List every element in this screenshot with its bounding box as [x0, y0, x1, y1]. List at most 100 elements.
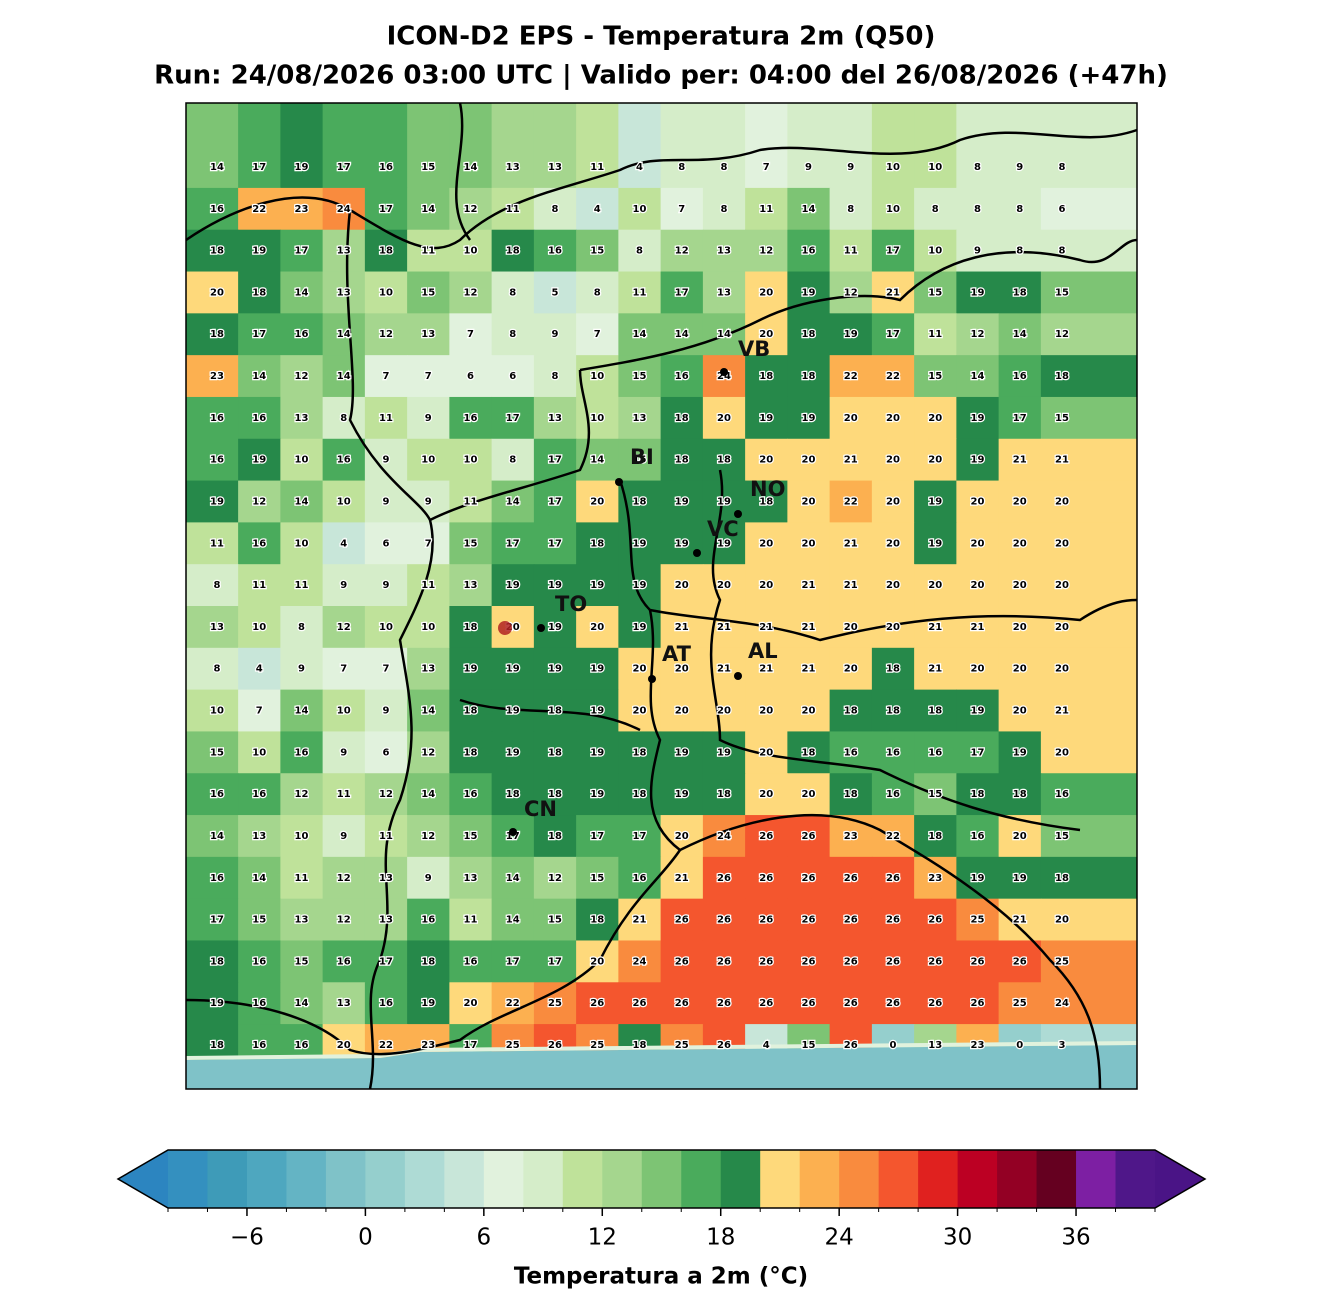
temperature-cell	[186, 940, 239, 983]
temperature-label: 8	[594, 287, 601, 298]
temperature-label: 4	[763, 1040, 770, 1051]
temperature-label: 20	[886, 496, 900, 507]
temperature-cell	[998, 271, 1042, 314]
temperature-cell	[491, 731, 535, 774]
temperature-cell	[787, 898, 831, 941]
temperature-label: 6	[383, 538, 390, 549]
temperature-cell	[618, 522, 662, 565]
temperature-label: 16	[633, 873, 647, 884]
temperature-cell	[1040, 480, 1138, 523]
temperature-cell	[998, 898, 1042, 941]
temperature-cell	[998, 689, 1042, 732]
temperature-cell	[914, 982, 957, 1025]
temperature-label: 26	[971, 998, 985, 1009]
temperature-label: 16	[548, 246, 562, 257]
temperature-label: 23	[971, 1040, 985, 1051]
temperature-label: 10	[295, 455, 309, 466]
temperature-label: 20	[1013, 622, 1027, 633]
temperature-label: 10	[210, 706, 224, 717]
temperature-label: 21	[1013, 455, 1027, 466]
temperature-cell	[914, 647, 957, 691]
temperature-cell	[787, 856, 831, 900]
colorbar-segment	[168, 1150, 208, 1208]
temperature-label: 18	[802, 371, 816, 382]
temperature-label: 10	[886, 204, 900, 215]
temperature-label: 3	[1059, 1040, 1066, 1051]
temperature-cell	[576, 606, 619, 649]
temperature-cell	[829, 313, 873, 356]
temperature-label: 19	[802, 413, 816, 424]
temperature-label: 26	[844, 915, 858, 926]
temperature-cell	[660, 103, 704, 189]
temperature-label: 12	[464, 204, 478, 215]
temperature-cell	[407, 271, 450, 314]
temperature-cell	[998, 480, 1042, 523]
temperature-cell	[491, 647, 535, 691]
temperature-cell	[186, 103, 239, 189]
temperature-label: 21	[802, 580, 816, 591]
temperature-cell	[364, 313, 408, 356]
temperature-label: 19	[633, 622, 647, 633]
temperature-cell	[280, 396, 324, 440]
temperature-label: 17	[210, 915, 224, 926]
temperature-label: 18	[252, 287, 266, 298]
border-line	[185, 849, 682, 1056]
temperature-label: 17	[379, 956, 393, 967]
temperature-cell	[914, 815, 957, 858]
colorbar-tick-label: 0	[358, 1225, 373, 1251]
temperature-label: 20	[1013, 496, 1027, 507]
temperature-label: 17	[548, 455, 562, 466]
temperature-cell	[364, 396, 408, 440]
temperature-cell	[914, 564, 957, 607]
colorbar-segment	[918, 1150, 959, 1208]
temperature-label: 4	[636, 162, 643, 173]
temperature-cell	[322, 647, 366, 691]
temperature-label: 0	[890, 1040, 897, 1051]
colorbar-segment	[444, 1150, 485, 1208]
temperature-label: 10	[295, 538, 309, 549]
temperature-cell	[956, 647, 1000, 691]
temperature-label: 15	[928, 371, 942, 382]
temperature-cell	[956, 187, 1000, 231]
temperature-label: 18	[928, 831, 942, 842]
temperature-cell	[998, 940, 1042, 983]
colorbar-tick-label: 6	[477, 1225, 492, 1251]
temperature-label: 20	[971, 538, 985, 549]
temperature-label: 16	[464, 789, 478, 800]
temperature-cell	[871, 438, 915, 482]
temperature-cell	[491, 898, 535, 941]
temperature-cell	[702, 271, 746, 314]
temperature-cell	[702, 940, 746, 983]
temperature-label: 14	[464, 162, 478, 173]
temperature-cell	[829, 898, 873, 941]
temperature-cell	[1040, 313, 1138, 356]
temperature-cell	[702, 982, 746, 1025]
temperature-cell	[449, 355, 493, 398]
temperature-cell	[280, 689, 324, 732]
temperature-cell	[956, 396, 1000, 440]
temperature-label: 13	[252, 831, 266, 842]
temperature-label: 20	[844, 413, 858, 424]
temperature-cell	[871, 940, 915, 983]
temperature-label: 20	[1055, 580, 1069, 591]
colorbar-segment	[760, 1150, 801, 1208]
temperature-label: 25	[1055, 956, 1069, 967]
temperature-cell	[364, 271, 408, 314]
temperature-cell	[956, 815, 1000, 858]
temperature-label: 14	[295, 496, 309, 507]
temperature-cell	[829, 606, 873, 649]
temperature-cell	[576, 815, 619, 858]
temperature-label: 21	[928, 622, 942, 633]
temperature-cell	[186, 689, 239, 732]
temperature-label: 9	[298, 664, 305, 675]
temperature-cell	[576, 396, 619, 440]
temperature-cell	[449, 313, 493, 356]
temperature-cell	[787, 396, 831, 440]
temperature-cell	[956, 229, 1000, 273]
temperature-cell	[660, 647, 704, 691]
temperature-label: 8	[552, 204, 559, 215]
city-dot	[648, 675, 656, 683]
temperature-cell	[576, 271, 619, 314]
temperature-label: 26	[759, 915, 773, 926]
temperature-cell	[998, 187, 1042, 231]
